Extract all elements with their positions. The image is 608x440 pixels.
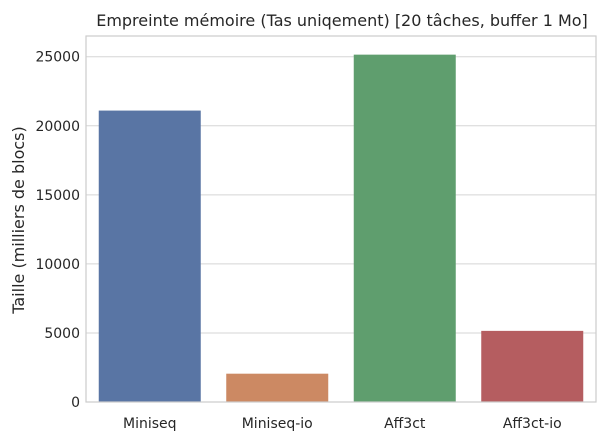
x-tick-label: Aff3ct-io bbox=[503, 416, 562, 432]
y-tick-label: 5000 bbox=[44, 326, 80, 342]
bar-aff3ct-io bbox=[481, 330, 584, 402]
y-tick-label: 20000 bbox=[35, 119, 80, 135]
bar-miniseq bbox=[98, 110, 201, 403]
bars bbox=[98, 54, 584, 403]
y-tick-label: 25000 bbox=[35, 50, 80, 66]
x-tick-labels: Miniseq Miniseq-io Aff3ct Aff3ct-io bbox=[123, 416, 562, 432]
plot-frame bbox=[85, 35, 597, 403]
y-axis-label: Taille (milliers de blocs) bbox=[9, 126, 28, 315]
plot-border bbox=[85, 35, 597, 403]
chart-title: Empreinte mémoire (Tas uniqement) [20 tâ… bbox=[96, 11, 588, 30]
y-tick-label: 0 bbox=[71, 395, 80, 411]
bar-aff3ct bbox=[353, 54, 456, 402]
bar-miniseq-io bbox=[226, 373, 329, 402]
x-tick-label: Miniseq-io bbox=[242, 416, 313, 432]
y-tick-labels: 0 5000 10000 15000 20000 25000 bbox=[35, 50, 80, 411]
y-tick-label: 15000 bbox=[35, 188, 80, 204]
x-tick-label: Aff3ct bbox=[384, 416, 426, 432]
y-tick-label: 10000 bbox=[35, 257, 80, 273]
x-tick-label: Miniseq bbox=[123, 416, 177, 432]
